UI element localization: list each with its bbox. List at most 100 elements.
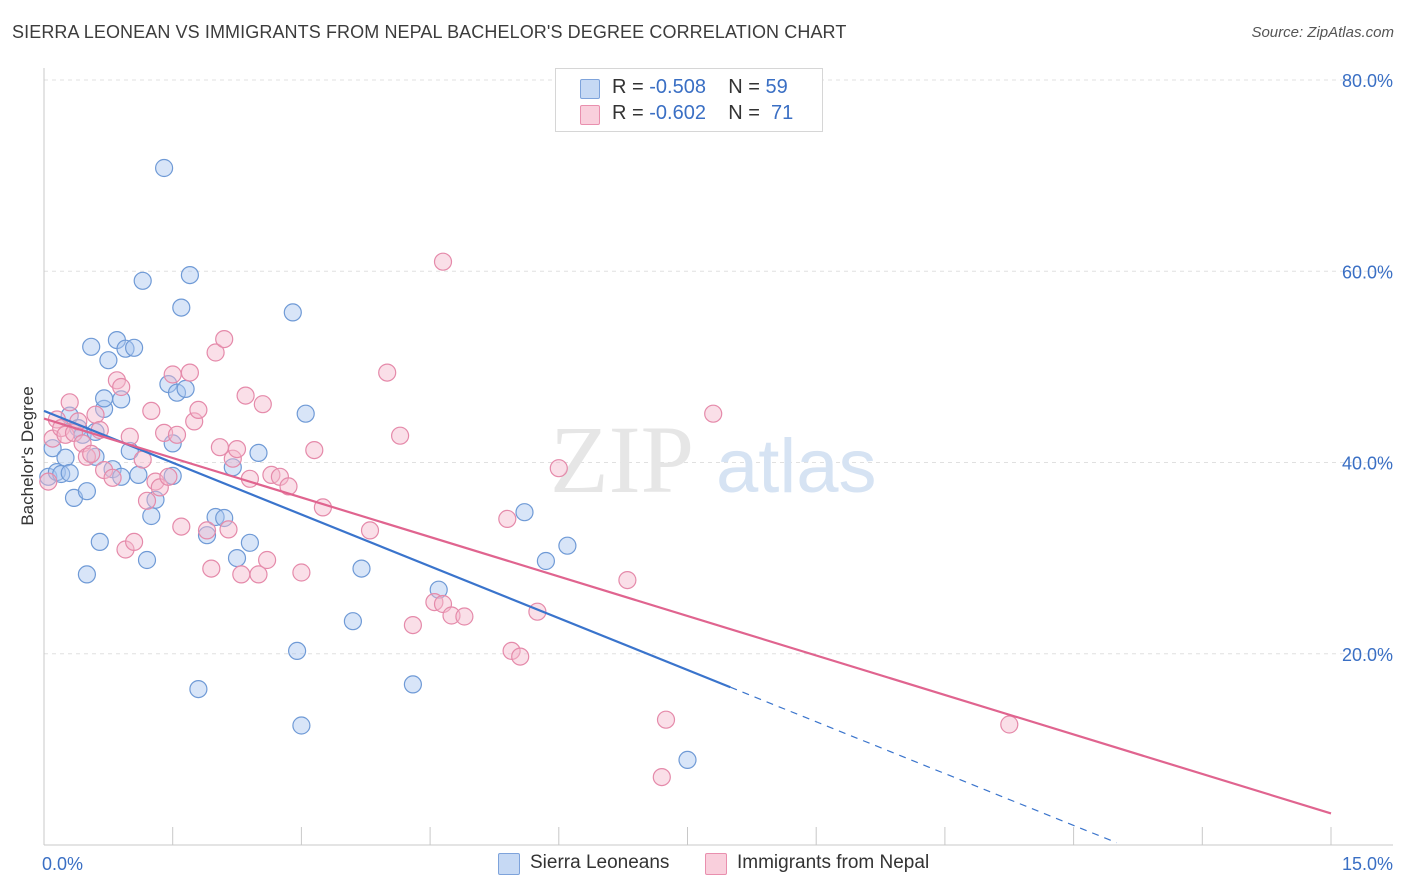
trend-line-pink	[43, 417, 1332, 815]
scatter-point-blue	[343, 612, 362, 631]
scatter-point-pink	[249, 565, 268, 584]
scatter-point-pink	[227, 440, 247, 459]
scatter-point-pink	[1000, 715, 1019, 734]
scatter-point-pink	[403, 615, 422, 635]
scatter-point-pink	[215, 330, 234, 349]
scatter-point-blue	[536, 551, 556, 571]
scatter-point-pink	[511, 647, 530, 666]
scatter-point-pink	[163, 365, 182, 384]
scatter-point-blue	[558, 536, 577, 555]
scatter-point-blue	[172, 298, 191, 317]
legend-label: Sierra Leoneans	[530, 852, 670, 873]
scatter-point-blue	[352, 559, 371, 578]
scatter-point-pink	[180, 363, 199, 382]
scatter-point-pink	[232, 565, 251, 584]
scatter-point-pink	[189, 400, 208, 419]
scatter-point-blue	[142, 506, 161, 526]
chart-title: SIERRA LEONEAN VS IMMIGRANTS FROM NEPAL …	[12, 22, 847, 42]
y-tick-label: 60.0%	[1342, 262, 1393, 282]
scatter-point-pink	[60, 393, 79, 412]
scatter-point-pink	[159, 467, 178, 486]
scatter-point-blue	[112, 390, 131, 409]
legend-swatch-blue	[498, 853, 520, 875]
points-layer	[39, 158, 1019, 787]
scatter-point-pink	[378, 363, 397, 382]
n-label: N =	[728, 102, 766, 124]
legend-label: Immigrants from Nepal	[737, 852, 930, 873]
scatter-point-blue	[403, 675, 422, 694]
n-value: 59	[765, 76, 788, 98]
r-value: -0.508	[649, 76, 706, 98]
scatter-point-pink	[206, 343, 225, 362]
scatter-point-pink	[197, 521, 217, 540]
scatter-point-pink	[103, 468, 122, 487]
scatter-point-blue	[94, 389, 114, 408]
watermark-atlas: atlas	[716, 424, 877, 509]
n-label: N =	[728, 76, 766, 98]
scatter-point-blue	[189, 679, 208, 699]
scatter-point-pink	[258, 550, 277, 570]
trend-line-extension-blue	[730, 686, 1117, 844]
scatter-point-pink	[253, 395, 272, 414]
scatter-point-pink	[433, 252, 453, 271]
r-value: -0.602	[649, 102, 706, 124]
x-tick-label: 0.0%	[42, 854, 83, 874]
x-tick-label: 15.0%	[1342, 854, 1393, 874]
watermark-zip: ZIP	[550, 406, 694, 513]
source-credit: Source: ZipAtlas.com	[1251, 24, 1394, 41]
scatter-point-blue	[678, 750, 697, 770]
scatter-point-pink	[305, 441, 324, 460]
scatter-point-pink	[167, 425, 187, 444]
scatter-point-blue	[56, 448, 75, 467]
scatter-point-blue	[176, 379, 195, 398]
scatter-point-pink	[498, 509, 517, 529]
scatter-point-pink	[391, 426, 410, 445]
scatter-point-blue	[515, 503, 534, 522]
scatter-point-pink	[455, 607, 474, 626]
series-legend: Sierra Leoneans Immigrants from Nepal	[0, 852, 1406, 878]
scatter-point-blue	[197, 526, 217, 545]
scatter-point-pink	[202, 559, 221, 578]
scatter-point-pink	[172, 517, 191, 536]
stats-text: R = -0.602 N = 71	[612, 102, 793, 125]
scatter-point-pink	[442, 606, 461, 625]
scatter-point-pink	[652, 767, 671, 787]
scatter-point-blue	[180, 266, 199, 285]
scatter-point-blue	[77, 565, 97, 584]
legend-swatch-pink	[705, 853, 727, 875]
scatter-point-blue	[249, 443, 268, 462]
scatter-point-pink	[82, 444, 101, 463]
n-value: 71	[771, 102, 794, 124]
scatter-point-pink	[549, 459, 568, 478]
r-label: R =	[612, 102, 650, 124]
scatter-point-blue	[90, 532, 109, 552]
trend-line-blue	[43, 409, 731, 689]
scatter-point-blue	[283, 303, 302, 322]
legend-swatch-blue	[580, 79, 600, 99]
scatter-point-blue	[240, 533, 259, 552]
scatter-point-blue	[60, 463, 79, 483]
axis-layer	[43, 68, 1393, 846]
scatter-point-blue	[288, 641, 307, 661]
scatter-point-blue	[99, 351, 118, 370]
scatter-point-blue	[77, 482, 97, 501]
scatter-point-blue	[43, 439, 62, 458]
scatter-point-pink	[704, 404, 723, 423]
scatter-point-blue	[137, 550, 157, 570]
scatter-point-blue	[82, 337, 101, 356]
scatter-point-pink	[360, 521, 380, 540]
scatter-point-pink	[219, 520, 238, 539]
y-tick-label: 40.0%	[1342, 454, 1393, 474]
scatter-point-blue	[133, 271, 152, 290]
scatter-point-pink	[185, 412, 204, 431]
scatter-point-blue	[125, 338, 144, 357]
scatter-point-blue	[155, 158, 174, 178]
y-tick-label: 80.0%	[1342, 71, 1393, 91]
stats-text: R = -0.508 N = 59	[612, 76, 788, 99]
scatter-point-blue	[296, 404, 315, 423]
y-tick-label: 20.0%	[1342, 645, 1393, 665]
scatter-point-pink	[656, 710, 676, 729]
scatter-point-pink	[236, 386, 255, 405]
scatter-point-pink	[223, 449, 242, 468]
